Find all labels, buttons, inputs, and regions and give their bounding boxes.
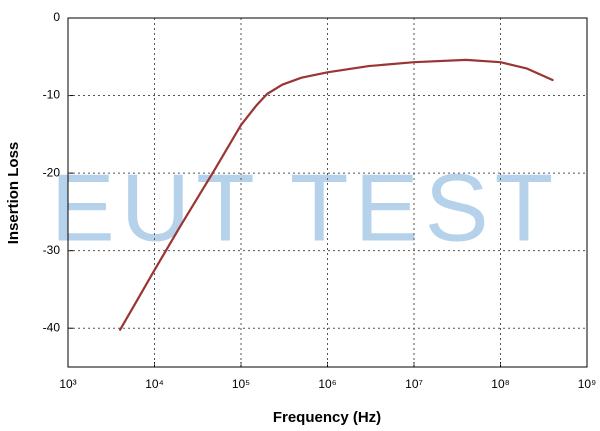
plot-frame	[67, 17, 588, 368]
x-tick-label: 10⁹	[578, 377, 597, 391]
y-tick-label: -30	[43, 243, 61, 257]
x-tick-label: 10⁷	[405, 377, 423, 391]
x-axis-title: Frequency (Hz)	[273, 409, 381, 426]
y-tick-label: 0	[53, 10, 60, 24]
data-line	[118, 58, 554, 331]
x-tick-label: 10⁵	[232, 377, 250, 391]
y-tick-label: -10	[43, 88, 61, 102]
y-axis-title: Insertion Loss	[5, 142, 22, 245]
x-tick-label: 10⁸	[491, 377, 509, 391]
x-tick-label: 10⁴	[145, 377, 164, 391]
y-tick-label: -20	[43, 165, 61, 179]
watermark: EUT TEST	[51, 154, 560, 261]
x-tick-label: 10³	[59, 377, 76, 391]
x-tick-label: 10⁶	[318, 377, 336, 391]
y-tick-label: -40	[43, 320, 61, 334]
